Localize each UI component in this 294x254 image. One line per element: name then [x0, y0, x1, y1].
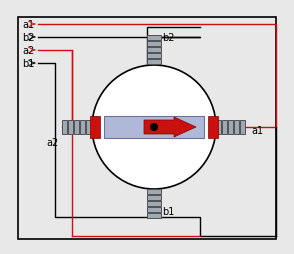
Text: b1: b1 [22, 59, 34, 69]
Text: a2: a2 [46, 137, 58, 147]
Bar [104, 117, 204, 138]
FancyArrow shape [144, 118, 196, 137]
Bar [68, 121, 73, 134]
Circle shape [150, 123, 158, 132]
Bar [147, 36, 161, 41]
Bar [216, 121, 221, 134]
Bar [90, 117, 100, 138]
Circle shape [92, 66, 216, 189]
Bar [234, 121, 239, 134]
Bar [86, 121, 91, 134]
Text: b1: b1 [162, 206, 174, 216]
Bar [74, 121, 79, 134]
Bar [228, 121, 233, 134]
Bar [147, 201, 161, 207]
Text: b2: b2 [162, 33, 175, 43]
Bar [147, 48, 161, 53]
Bar [147, 207, 161, 212]
Text: b2: b2 [22, 33, 34, 43]
Bar [147, 54, 161, 59]
Bar [147, 60, 161, 65]
Bar [147, 42, 161, 47]
Bar [240, 121, 245, 134]
Text: a2: a2 [22, 46, 34, 56]
Text: a1: a1 [251, 125, 263, 135]
Bar [147, 213, 161, 218]
Bar [222, 121, 227, 134]
Bar [147, 189, 161, 195]
Bar [80, 121, 85, 134]
Bar [18, 18, 276, 239]
Bar [147, 195, 161, 200]
Text: a1: a1 [22, 20, 34, 30]
Bar [62, 121, 67, 134]
Bar [208, 117, 218, 138]
